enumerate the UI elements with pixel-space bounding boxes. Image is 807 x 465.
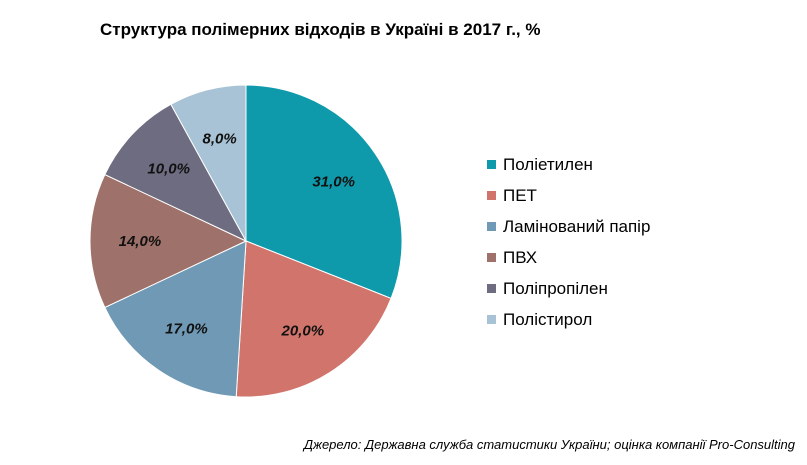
- pie-slice: [104, 240, 247, 398]
- legend-item: Поліетилен: [487, 149, 650, 180]
- pie-slice: [245, 84, 403, 300]
- chart-title: Структура полімерних відходів в Україні …: [100, 20, 541, 39]
- pie-slice: [170, 84, 247, 242]
- pie-slice: [104, 103, 248, 243]
- slice-data-label: 10,0%: [147, 160, 190, 177]
- legend-label: Полістирол: [503, 309, 593, 329]
- legend-swatch: [487, 191, 496, 200]
- pie-slice: [235, 240, 392, 398]
- legend-item: Поліпропілен: [487, 273, 650, 304]
- legend-item: Полістирол: [487, 304, 650, 335]
- legend-label: ПЕТ: [503, 185, 537, 205]
- slice-data-label: 17,0%: [165, 321, 208, 338]
- legend-swatch: [487, 160, 496, 169]
- legend-item: Ламінований папір: [487, 211, 650, 242]
- legend-item: ПЕТ: [487, 180, 650, 211]
- legend-label: Поліпропілен: [503, 278, 608, 298]
- pie-slice: [89, 173, 248, 309]
- slice-data-label: 20,0%: [281, 323, 325, 340]
- legend-swatch: [487, 222, 496, 231]
- legend-label: Ламінований папір: [503, 216, 651, 236]
- slice-data-label: 31,0%: [312, 173, 355, 190]
- legend-swatch: [487, 253, 496, 262]
- legend-item: ПВХ: [487, 242, 650, 273]
- slice-data-label: 8,0%: [202, 130, 236, 147]
- legend-swatch: [487, 284, 496, 293]
- source-note: Джерело: Державна служба статистики Укра…: [303, 437, 795, 452]
- slice-data-label: 14,0%: [119, 233, 162, 250]
- chart-legend: Поліетилен ПЕТ Ламінований папір ПВХ Поліпро…: [487, 149, 650, 335]
- legend-label: Поліетилен: [503, 154, 593, 174]
- legend-swatch: [487, 315, 496, 324]
- legend-label: ПВХ: [503, 247, 538, 267]
